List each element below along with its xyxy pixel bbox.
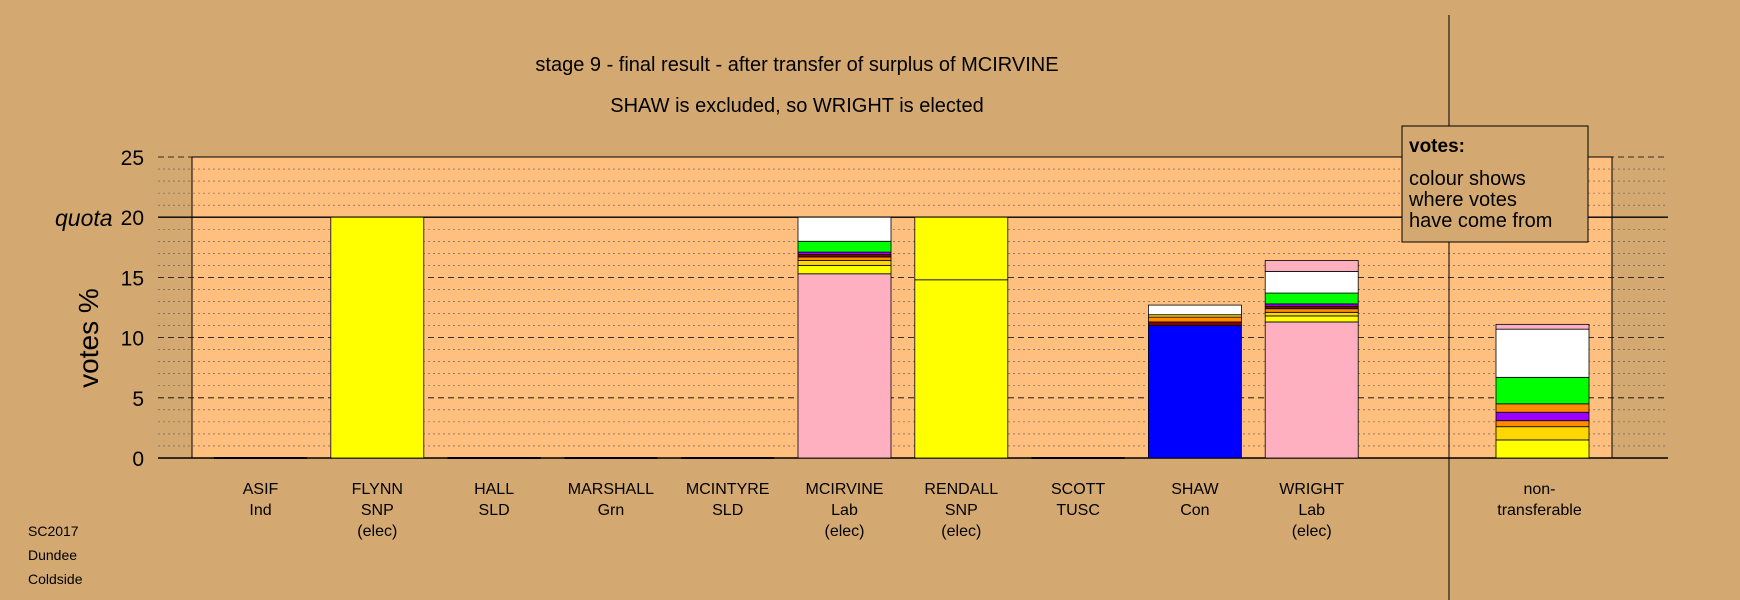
candidate-label: WRIGHT xyxy=(1279,481,1344,498)
bar-shaw xyxy=(1148,304,1242,459)
non-transferable-label: non- xyxy=(1523,481,1555,498)
candidate-label: MCIRVINE xyxy=(806,481,884,498)
footer-ward: Coldside xyxy=(28,571,83,587)
y-axis: 0 5 10 15 20 25 xyxy=(121,147,144,471)
bar-flynn xyxy=(330,216,425,459)
bar-segment xyxy=(1495,439,1590,459)
candidate-label: SHAW xyxy=(1171,481,1219,498)
footer-council: Dundee xyxy=(28,547,77,563)
y-tick-label: 10 xyxy=(121,328,144,351)
bars xyxy=(214,216,1590,459)
x-axis-labels: ASIF Ind FLYNN SNP (elec) HALL SLD MARSHALL Grn M… xyxy=(243,481,1582,540)
y-tick-label: 0 xyxy=(132,448,144,471)
chart-title: stage 9 - final result - after transfer … xyxy=(535,54,1058,76)
chart-subtitle: SHAW is excluded, so WRIGHT is elected xyxy=(610,95,983,117)
candidate-label: (elec) xyxy=(1292,523,1332,540)
bar-segment xyxy=(1495,376,1590,405)
bar-segment xyxy=(1495,403,1590,413)
candidate-label: SLD xyxy=(712,502,743,519)
candidate-label: TUSC xyxy=(1056,502,1100,519)
legend-line-2: where votes xyxy=(1408,189,1517,211)
bar-segment xyxy=(1495,426,1590,441)
quota-label: quota xyxy=(55,205,113,231)
candidate-label: FLYNN xyxy=(352,481,403,498)
bar-segment xyxy=(797,240,892,253)
legend-line-1: colour shows xyxy=(1409,168,1526,190)
bar-segment xyxy=(797,260,892,266)
y-tick-label: 20 xyxy=(121,207,144,230)
candidate-label: MARSHALL xyxy=(568,481,654,498)
bar-segment xyxy=(797,273,892,459)
bar-segment xyxy=(1264,292,1359,305)
y-tick-label: 15 xyxy=(121,267,144,290)
bar-segment xyxy=(330,216,425,459)
legend-line-3: have come from xyxy=(1409,210,1552,232)
candidate-label: Lab xyxy=(1298,502,1325,519)
candidate-label: ASIF xyxy=(243,481,279,498)
candidate-label: (elec) xyxy=(357,523,397,540)
candidate-label: Lab xyxy=(831,502,858,519)
candidate-label: MCINTYRE xyxy=(686,481,770,498)
bar-segment xyxy=(1264,308,1359,313)
bar-segment xyxy=(914,279,1009,459)
bar-segment xyxy=(1264,260,1359,272)
bar-segment xyxy=(1264,315,1359,323)
footer-election: SC2017 xyxy=(28,523,79,539)
plot-area xyxy=(191,156,1613,459)
y-tick-label: 5 xyxy=(132,388,144,411)
legend-box: votes: colour shows where votes have com… xyxy=(1401,125,1589,243)
candidate-label: Con xyxy=(1180,502,1209,519)
candidate-label: SLD xyxy=(479,502,510,519)
candidate-label: Ind xyxy=(249,502,271,519)
bar-non-transferable xyxy=(1495,323,1590,459)
bar-segment xyxy=(797,264,892,275)
bar-mcirvine xyxy=(797,216,892,459)
bar-rendall xyxy=(914,216,1009,459)
bar-segment xyxy=(1264,311,1359,317)
bar-segment xyxy=(1495,411,1590,422)
candidate-label: SCOTT xyxy=(1051,481,1105,498)
candidate-label: (elec) xyxy=(941,523,981,540)
bar-segment xyxy=(1495,323,1590,330)
y-tick-label: 25 xyxy=(121,147,144,170)
bar-segment xyxy=(1148,321,1242,326)
bar-segment xyxy=(797,256,892,261)
legend-title: votes: xyxy=(1409,136,1465,157)
bar-segment xyxy=(1148,304,1242,316)
candidate-label: SNP xyxy=(945,502,978,519)
bar-segment xyxy=(1495,328,1590,378)
bar-segment xyxy=(1148,325,1242,459)
non-transferable-label: transferable xyxy=(1497,502,1582,519)
y-axis-label: votes % xyxy=(73,288,104,388)
bar-segment xyxy=(1148,316,1242,323)
bar-segment xyxy=(1495,420,1590,428)
bar-segment xyxy=(797,216,892,242)
bar-wright xyxy=(1264,260,1359,459)
bar-segment xyxy=(1264,270,1359,294)
bar-segment xyxy=(1264,321,1359,459)
candidate-label: Grn xyxy=(598,502,625,519)
candidate-label: HALL xyxy=(474,481,514,498)
legend-frame xyxy=(1401,125,1589,243)
candidate-label: RENDALL xyxy=(924,481,998,498)
candidate-label: (elec) xyxy=(824,523,864,540)
bar-segment xyxy=(914,216,1009,281)
candidate-label: SNP xyxy=(361,502,394,519)
